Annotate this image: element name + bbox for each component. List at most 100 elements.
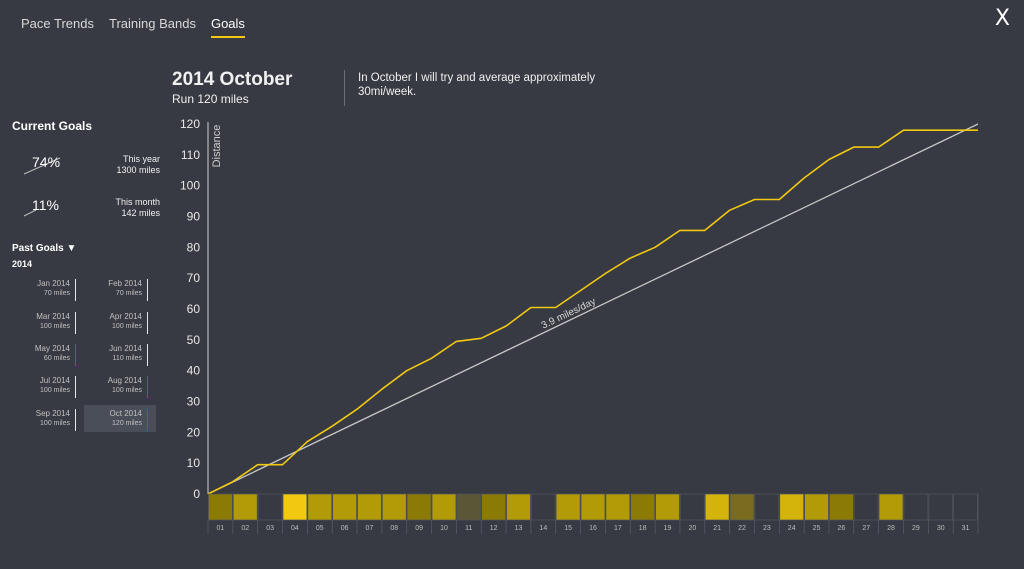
day-label: 01 xyxy=(217,525,225,532)
tab-training-bands[interactable]: Training Bands xyxy=(109,16,196,31)
day-cell xyxy=(829,493,854,521)
goal-percent: 11% xyxy=(32,197,59,213)
y-tick-label: 40 xyxy=(187,364,201,378)
goal-line-label: 3.9 miles/day xyxy=(540,296,598,331)
day-label: 28 xyxy=(887,525,895,532)
day-label: 20 xyxy=(688,525,696,532)
day-cell xyxy=(605,493,631,521)
tab-bar: Pace Trends Training Bands Goals xyxy=(21,16,245,38)
past-goal-month: Jun 2014 xyxy=(109,344,142,353)
y-tick-label: 90 xyxy=(187,210,201,224)
past-goal-item[interactable]: Apr 2014 100 miles xyxy=(80,312,148,334)
goal-period: This year xyxy=(122,154,160,164)
progress-slash-icon xyxy=(23,209,37,217)
day-label: 02 xyxy=(241,525,249,532)
past-goal-item[interactable]: Feb 2014 70 miles xyxy=(80,279,148,301)
tab-goals[interactable]: Goals xyxy=(210,16,245,38)
day-cell xyxy=(928,493,954,521)
past-goal-target: 70 miles xyxy=(115,290,142,297)
past-goal-month: Aug 2014 xyxy=(107,376,142,385)
past-goal-target: 60 miles xyxy=(43,355,70,362)
goal-status-bar xyxy=(75,409,76,431)
goal-status-bar xyxy=(75,312,76,334)
past-goal-item[interactable]: Jul 2014 100 miles xyxy=(8,376,76,398)
goal-this-month[interactable]: 11% This month 142 miles xyxy=(22,197,160,227)
day-label: 04 xyxy=(291,525,299,532)
y-tick-label: 0 xyxy=(193,487,200,501)
day-label: 15 xyxy=(564,525,572,532)
goal-status-bar xyxy=(147,279,148,301)
close-icon[interactable]: X xyxy=(994,6,1010,31)
day-cell xyxy=(481,493,506,521)
day-cell xyxy=(282,493,308,521)
past-goal-target: 100 miles xyxy=(112,387,142,394)
day-label: 13 xyxy=(515,525,523,532)
past-goals-dropdown[interactable]: Past Goals ▼ xyxy=(12,243,77,254)
y-tick-label: 110 xyxy=(181,148,200,162)
goal-status-bar xyxy=(147,344,148,366)
day-cell xyxy=(729,493,755,521)
day-label: 05 xyxy=(316,525,324,532)
past-goal-item[interactable]: Oct 2014 120 miles xyxy=(80,409,148,431)
goal-label: This year 1300 miles xyxy=(82,154,160,176)
day-label: 29 xyxy=(912,525,920,532)
series-group xyxy=(207,129,978,495)
past-goal-item[interactable]: Mar 2014 100 miles xyxy=(8,312,76,334)
day-cell xyxy=(506,493,531,521)
past-goal-month: May 2014 xyxy=(34,344,70,353)
day-cell xyxy=(307,493,333,521)
y-axis-label: Distance xyxy=(211,125,223,168)
tab-pace-trends[interactable]: Pace Trends xyxy=(21,16,94,31)
goal-status-bar xyxy=(75,376,76,398)
day-label: 10 xyxy=(440,525,448,532)
goal-period: This month xyxy=(115,197,160,207)
y-tick-label: 50 xyxy=(187,333,201,347)
day-cell xyxy=(257,493,283,521)
day-cell xyxy=(953,493,978,521)
past-goal-month: Feb 2014 xyxy=(108,279,142,288)
past-goal-item[interactable]: Sep 2014 100 miles xyxy=(8,409,76,431)
goal-status-bar xyxy=(147,409,148,431)
day-label: 09 xyxy=(415,525,423,532)
goal-this-year[interactable]: 74% This year 1300 miles xyxy=(22,154,160,184)
day-cell xyxy=(382,493,407,521)
day-label: 06 xyxy=(341,525,349,532)
day-label: 16 xyxy=(589,525,597,532)
past-goal-month: Oct 2014 xyxy=(109,409,142,418)
day-cell xyxy=(456,493,482,521)
past-goal-month: Jul 2014 xyxy=(39,376,70,385)
day-cell xyxy=(903,493,929,521)
day-cell xyxy=(531,493,556,521)
day-cell xyxy=(878,493,904,521)
day-label: 17 xyxy=(614,525,622,532)
current-goals-title: Current Goals xyxy=(12,119,93,133)
day-label: 25 xyxy=(813,525,821,532)
day-label: 19 xyxy=(664,525,672,532)
day-cell xyxy=(630,493,655,521)
day-cell xyxy=(754,493,780,521)
goal-subtitle: Run 120 miles xyxy=(172,92,249,106)
goal-status-bar xyxy=(75,279,76,301)
y-tick-label: 60 xyxy=(187,302,201,316)
day-cell xyxy=(406,493,432,521)
selected-goal-highlight xyxy=(84,405,156,432)
past-goal-item[interactable]: May 2014 60 miles xyxy=(8,344,76,366)
past-goal-item[interactable]: Jan 2014 70 miles xyxy=(8,279,76,301)
day-label: 14 xyxy=(539,525,547,532)
past-goal-item[interactable]: Jun 2014 110 miles xyxy=(80,344,148,366)
day-cell xyxy=(232,493,258,521)
page-title: 2014 October xyxy=(172,69,293,90)
day-cell xyxy=(332,493,357,521)
past-goal-month: Jan 2014 xyxy=(37,279,70,288)
day-cell xyxy=(655,493,680,521)
past-goal-item[interactable]: Aug 2014 100 miles xyxy=(80,376,148,398)
y-tick-label: 20 xyxy=(187,425,201,439)
day-cell xyxy=(680,493,705,521)
day-label: 26 xyxy=(837,525,845,532)
goal-percent: 74% xyxy=(32,154,61,170)
goal-status-bar xyxy=(75,344,76,366)
day-cell xyxy=(779,493,804,521)
distance-series-line xyxy=(207,129,978,495)
day-cell xyxy=(804,493,829,521)
goal-note: In October I will try and average approx… xyxy=(358,72,596,98)
